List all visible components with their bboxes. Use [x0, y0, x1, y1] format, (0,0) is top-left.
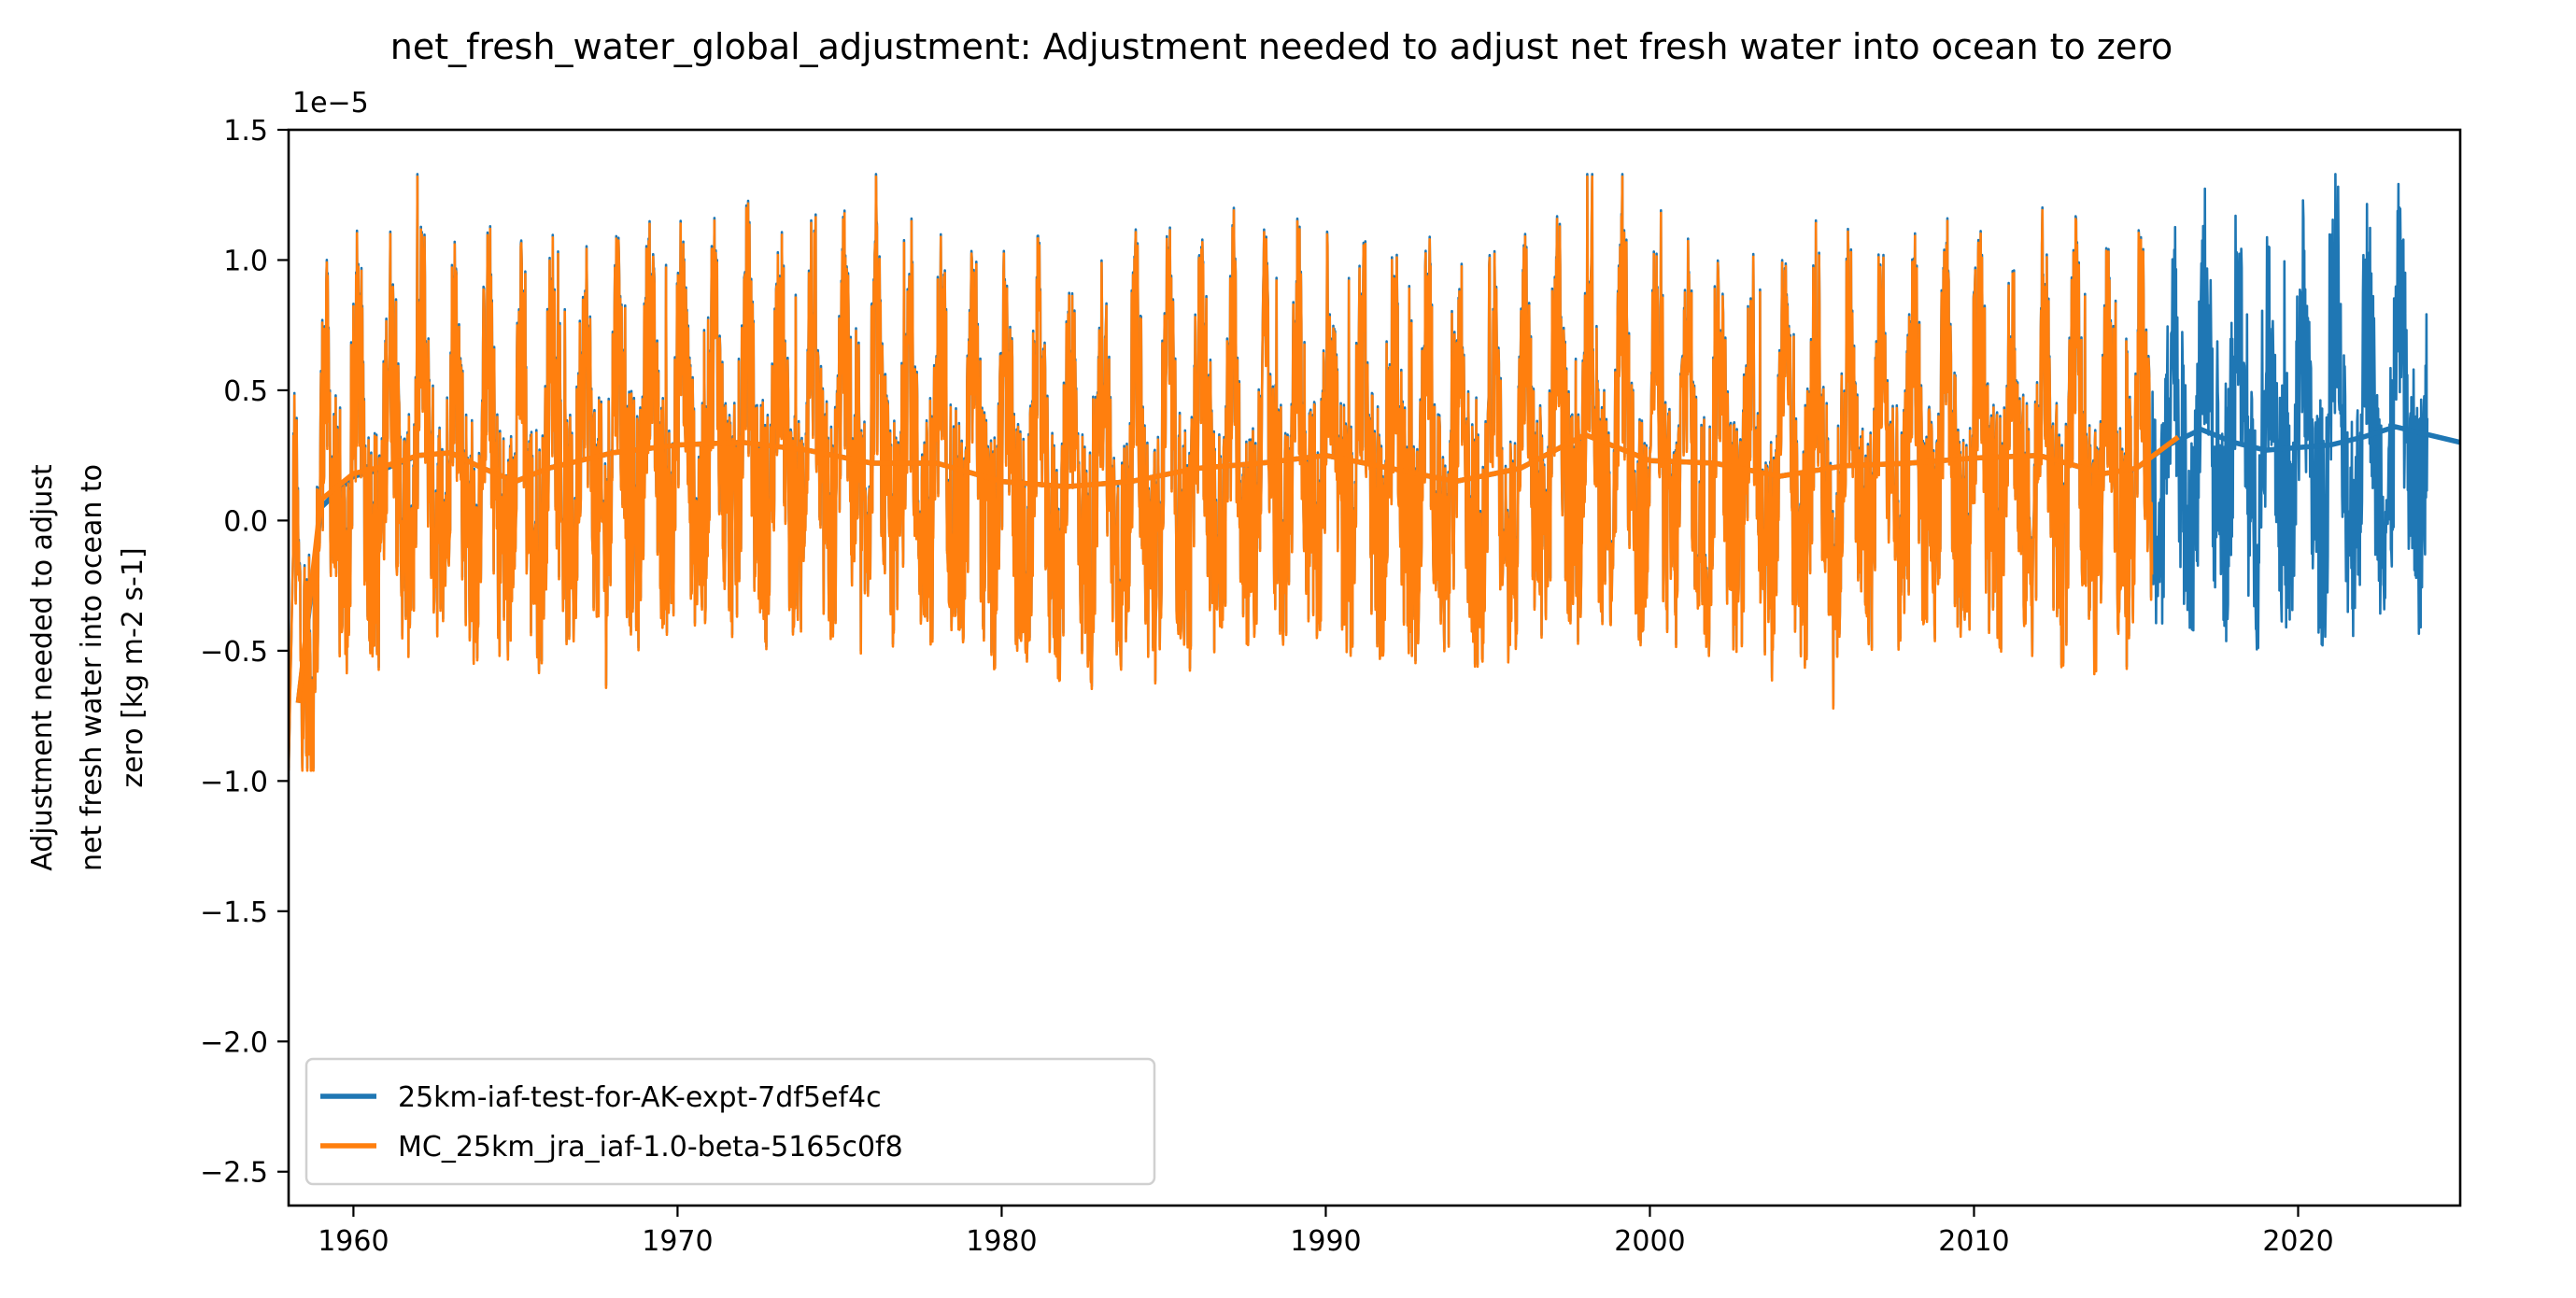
x-tick-label: 2020 — [2262, 1225, 2333, 1258]
y-tick-label: −1.5 — [200, 896, 268, 929]
y-tick-label: 1.0 — [223, 245, 268, 277]
y-axis-ticks: 1.5 1.0 0.5 0.0 −0.5 −1.0 −1.5 −2.0 −2.5 — [200, 115, 289, 1190]
y-axis-label: Adjustment needed to adjust net fresh wat… — [26, 464, 149, 871]
y-tick-label: 1.5 — [223, 115, 268, 148]
plot-area — [289, 173, 2460, 772]
x-tick-label: 2000 — [1614, 1225, 1685, 1258]
x-tick-label: 1970 — [642, 1225, 713, 1258]
y-tick-label: 0.0 — [223, 505, 268, 538]
y-axis-label-line: net fresh water into ocean to — [76, 464, 108, 871]
x-tick-label: 1960 — [318, 1225, 389, 1258]
y-tick-label: 0.5 — [223, 375, 268, 408]
y-offset-label: 1e−5 — [292, 87, 369, 120]
y-tick-label: −1.0 — [200, 766, 268, 798]
x-tick-label: 1990 — [1290, 1225, 1361, 1258]
chart-title: net_fresh_water_global_adjustment: Adjus… — [390, 26, 2173, 67]
y-tick-label: −2.0 — [200, 1026, 268, 1059]
x-axis-ticks: 1960 1970 1980 1990 2000 2010 2020 — [318, 1206, 2334, 1258]
series-line-raw-1 — [289, 175, 2154, 772]
axes-frame — [287, 128, 2462, 1207]
y-axis-label-line: zero [kg m-2 s-1] — [117, 547, 149, 787]
legend-label-0: 25km-iaf-test-for-AK-expt-7df5ef4c — [398, 1081, 882, 1114]
x-tick-label: 1980 — [966, 1225, 1037, 1258]
series-line-smoothed-1 — [295, 431, 2180, 704]
y-tick-label: −2.5 — [200, 1157, 268, 1190]
legend: 25km-iaf-test-for-AK-expt-7df5ef4c MC_25k… — [304, 1057, 1156, 1186]
y-axis-label-line: Adjustment needed to adjust — [26, 464, 59, 871]
y-tick-label: −0.5 — [200, 636, 268, 669]
legend-box — [304, 1057, 1156, 1186]
x-tick-label: 2010 — [1938, 1225, 2009, 1258]
legend-label-1: MC_25km_jra_iaf-1.0-beta-5165c0f8 — [398, 1131, 903, 1164]
